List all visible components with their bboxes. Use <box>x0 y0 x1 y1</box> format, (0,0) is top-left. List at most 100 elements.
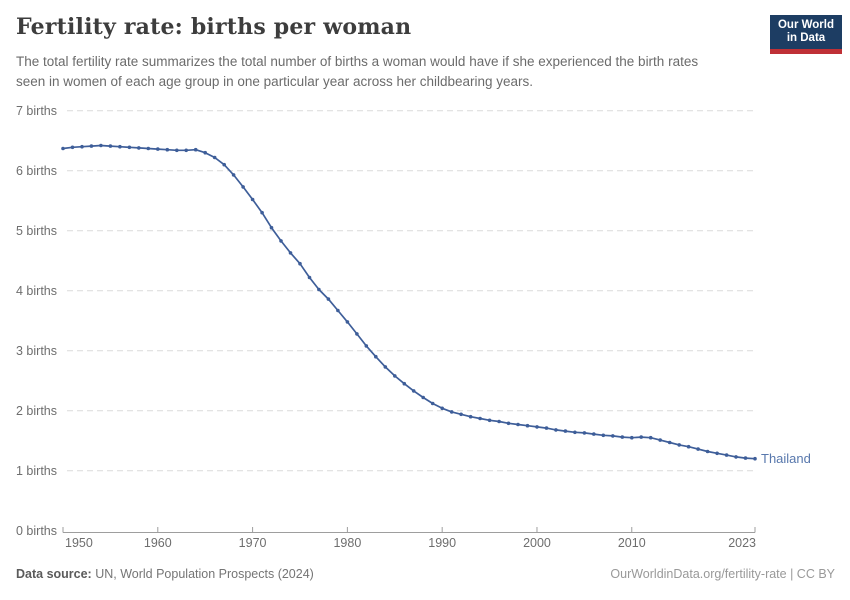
owid-logo-red-bar <box>770 49 842 54</box>
chart-subtitle: The total fertility rate summarizes the … <box>16 54 699 89</box>
data-point[interactable] <box>582 431 587 435</box>
data-point[interactable] <box>705 449 710 454</box>
x-axis-tick-label: 1970 <box>239 536 267 550</box>
data-point[interactable] <box>630 435 634 440</box>
data-point[interactable] <box>288 251 293 255</box>
data-point[interactable] <box>440 406 445 411</box>
data-point[interactable] <box>478 416 482 421</box>
data-point[interactable] <box>345 320 350 324</box>
data-point[interactable] <box>260 210 264 215</box>
y-axis-tick-label: 4 births <box>16 284 57 298</box>
x-axis-tick-label: 2000 <box>523 536 551 550</box>
data-point[interactable] <box>70 145 75 150</box>
data-point[interactable] <box>421 395 426 400</box>
data-point[interactable] <box>516 422 520 427</box>
data-point[interactable] <box>80 144 84 149</box>
owid-logo[interactable]: Our World in Data <box>770 15 842 54</box>
y-axis-tick-label: 0 births <box>16 524 57 538</box>
data-point[interactable] <box>544 426 549 430</box>
data-point[interactable] <box>393 374 397 378</box>
data-point[interactable] <box>61 146 65 151</box>
data-point[interactable] <box>658 438 662 442</box>
data-point[interactable] <box>535 425 539 429</box>
data-point[interactable] <box>620 435 625 439</box>
y-axis-tick-label: 3 births <box>16 344 57 358</box>
data-point[interactable] <box>430 401 435 406</box>
data-point[interactable] <box>307 275 312 280</box>
data-point[interactable] <box>459 412 463 417</box>
data-point[interactable] <box>648 435 653 440</box>
data-point[interactable] <box>279 239 283 243</box>
data-point[interactable] <box>146 146 151 151</box>
data-point[interactable] <box>127 145 132 150</box>
data-point[interactable] <box>383 365 388 369</box>
series-label[interactable]: Thailand <box>761 451 811 466</box>
data-point[interactable] <box>175 148 179 153</box>
x-axis-tick-label: 1990 <box>428 536 456 550</box>
data-point[interactable] <box>241 185 245 189</box>
data-point[interactable] <box>402 381 407 386</box>
data-point[interactable] <box>487 418 492 423</box>
data-source-label: Data source: <box>16 567 92 581</box>
y-axis-tick-label: 6 births <box>16 164 57 178</box>
data-point[interactable] <box>118 144 122 149</box>
data-point[interactable] <box>639 435 643 439</box>
data-point[interactable] <box>222 162 226 167</box>
data-point[interactable] <box>592 432 596 436</box>
data-point[interactable] <box>677 443 681 447</box>
data-point[interactable] <box>696 447 700 451</box>
data-point[interactable] <box>355 332 359 336</box>
data-point[interactable] <box>231 173 236 177</box>
data-point[interactable] <box>743 456 748 460</box>
x-axis-tick-label: 1980 <box>333 536 361 550</box>
data-point[interactable] <box>724 453 729 457</box>
data-point[interactable] <box>468 414 473 419</box>
data-point[interactable] <box>203 150 207 155</box>
data-point[interactable] <box>269 225 274 230</box>
data-point[interactable] <box>601 433 606 438</box>
credit-link[interactable]: OurWorldinData.org/fertility-rate | CC B… <box>610 567 835 581</box>
data-point[interactable] <box>686 444 691 449</box>
x-axis-tick-label: 1960 <box>144 536 172 550</box>
x-axis-tick-label: 2010 <box>618 536 646 550</box>
data-point[interactable] <box>611 434 615 438</box>
data-point[interactable] <box>298 261 302 266</box>
data-point[interactable] <box>554 428 558 432</box>
data-point[interactable] <box>411 389 416 393</box>
y-axis-tick-label: 1 births <box>16 464 57 478</box>
data-point[interactable] <box>156 147 160 151</box>
owid-logo-box: Our World in Data <box>770 15 842 49</box>
series-line[interactable] <box>62 144 756 460</box>
owid-logo-line2: in Data <box>786 32 826 44</box>
data-point[interactable] <box>573 430 577 435</box>
data-point[interactable] <box>753 456 757 461</box>
data-point[interactable] <box>99 143 103 148</box>
data-point[interactable] <box>374 354 378 359</box>
data-point[interactable] <box>667 440 672 445</box>
data-point[interactable] <box>326 297 331 301</box>
data-point[interactable] <box>108 144 113 148</box>
data-point[interactable] <box>506 421 511 426</box>
data-point[interactable] <box>184 148 188 153</box>
page-title: Fertility rate: births per woman <box>16 14 412 40</box>
y-axis-tick-label: 7 births <box>16 104 57 118</box>
fertility-line-chart[interactable]: 0 births 1 births 2 births 3 births 4 births… <box>0 95 850 560</box>
data-point[interactable] <box>525 423 530 428</box>
chart-area: 0 births 1 births 2 births 3 births 4 births… <box>0 95 850 565</box>
data-point[interactable] <box>212 155 217 160</box>
data-point[interactable] <box>734 455 738 459</box>
data-point[interactable] <box>364 344 369 348</box>
data-point[interactable] <box>193 147 198 152</box>
data-point[interactable] <box>449 410 454 414</box>
y-axis-tick-label: 5 births <box>16 224 57 238</box>
data-point[interactable] <box>89 144 94 148</box>
data-point[interactable] <box>336 308 340 313</box>
data-point[interactable] <box>317 287 321 292</box>
data-point[interactable] <box>137 146 141 150</box>
data-point[interactable] <box>165 147 170 152</box>
data-point[interactable] <box>715 451 719 456</box>
data-point[interactable] <box>250 197 255 202</box>
data-point[interactable] <box>563 429 568 433</box>
data-point[interactable] <box>497 419 501 424</box>
